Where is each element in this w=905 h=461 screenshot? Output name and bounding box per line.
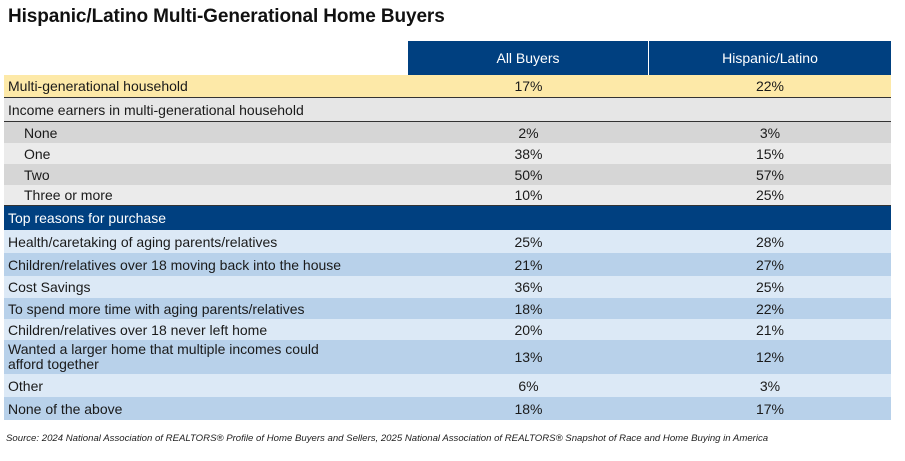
column-header-hispanic-latino: Hispanic/Latino: [649, 41, 891, 75]
table-row: Children/relatives over 18 moving back i…: [4, 253, 891, 276]
hispanic-value: 12%: [755, 349, 785, 365]
section-label: Income earners in multi-generational hou…: [8, 101, 304, 118]
table-row: Three or more 10% 25%: [4, 185, 891, 206]
hispanic-value: 28%: [755, 233, 785, 250]
table-header-row: All Buyers Hispanic/Latino: [4, 41, 891, 75]
row-label: Children/relatives over 18 moving back i…: [8, 256, 342, 273]
hispanic-value: 22%: [755, 78, 785, 94]
table-row: Other 6% 3%: [4, 374, 891, 397]
hispanic-value: 25%: [755, 187, 785, 203]
row-label: Cost Savings: [8, 279, 91, 295]
all-buyers-value: 17%: [514, 78, 543, 94]
reasons-section-header: Top reasons for purchase: [4, 206, 891, 230]
all-buyers-value: 25%: [514, 233, 543, 250]
all-buyers-value: 20%: [514, 321, 543, 338]
hispanic-value: 57%: [755, 166, 785, 183]
table-row: None of the above 18% 17%: [4, 397, 891, 420]
table-row: One 38% 15%: [4, 143, 891, 164]
all-buyers-value: 38%: [514, 145, 543, 162]
all-buyers-value: 36%: [514, 279, 543, 295]
all-buyers-value: 18%: [514, 300, 543, 317]
all-buyers-value: 50%: [514, 166, 543, 183]
all-buyers-value: 10%: [514, 187, 543, 203]
row-label: Other: [8, 377, 44, 394]
row-label: Health/caretaking of aging parents/relat…: [8, 233, 278, 250]
hispanic-value: 17%: [755, 400, 785, 417]
column-header-all-buyers: All Buyers: [408, 41, 649, 75]
row-label: None: [24, 124, 58, 141]
row-label: Three or more: [24, 187, 113, 203]
page-title: Hispanic/Latino Multi-Generational Home …: [8, 6, 445, 27]
all-buyers-value: 18%: [514, 400, 543, 417]
header-blank-cell: [4, 41, 408, 75]
multigen-row: Multi-generational household 17% 22%: [4, 75, 891, 98]
hispanic-value: 27%: [755, 256, 785, 273]
row-label: Wanted a larger home that multiple incom…: [8, 341, 319, 372]
table-row: Cost Savings 36% 25%: [4, 276, 891, 298]
hispanic-value: 3%: [759, 377, 781, 394]
table-row: None 2% 3%: [4, 122, 891, 143]
hispanic-value: 3%: [759, 124, 781, 141]
table-row: Health/caretaking of aging parents/relat…: [4, 230, 891, 253]
row-label: To spend more time with aging parents/re…: [8, 300, 305, 317]
table-row: To spend more time with aging parents/re…: [4, 298, 891, 319]
row-label: Two: [24, 166, 50, 183]
table-row: Wanted a larger home that multiple incom…: [4, 340, 891, 374]
row-label: Multi-generational household: [8, 78, 188, 94]
table-row: Two 50% 57%: [4, 164, 891, 185]
row-label: None of the above: [8, 400, 123, 417]
table-row: Children/relatives over 18 never left ho…: [4, 319, 891, 340]
income-section-header: Income earners in multi-generational hou…: [4, 98, 891, 122]
row-label: One: [24, 145, 51, 162]
all-buyers-value: 21%: [514, 256, 543, 273]
hispanic-value: 22%: [755, 300, 785, 317]
row-label: Children/relatives over 18 never left ho…: [8, 321, 268, 338]
all-buyers-value: 6%: [518, 377, 539, 394]
hispanic-value: 15%: [755, 145, 785, 162]
all-buyers-value: 13%: [514, 349, 543, 365]
hispanic-value: 25%: [755, 279, 785, 295]
hispanic-value: 21%: [755, 321, 785, 338]
source-note: Source: 2024 National Association of REA…: [6, 433, 769, 444]
all-buyers-value: 2%: [518, 124, 539, 141]
data-table: All Buyers Hispanic/Latino Multi-generat…: [4, 41, 891, 420]
section-label: Top reasons for purchase: [8, 210, 166, 226]
